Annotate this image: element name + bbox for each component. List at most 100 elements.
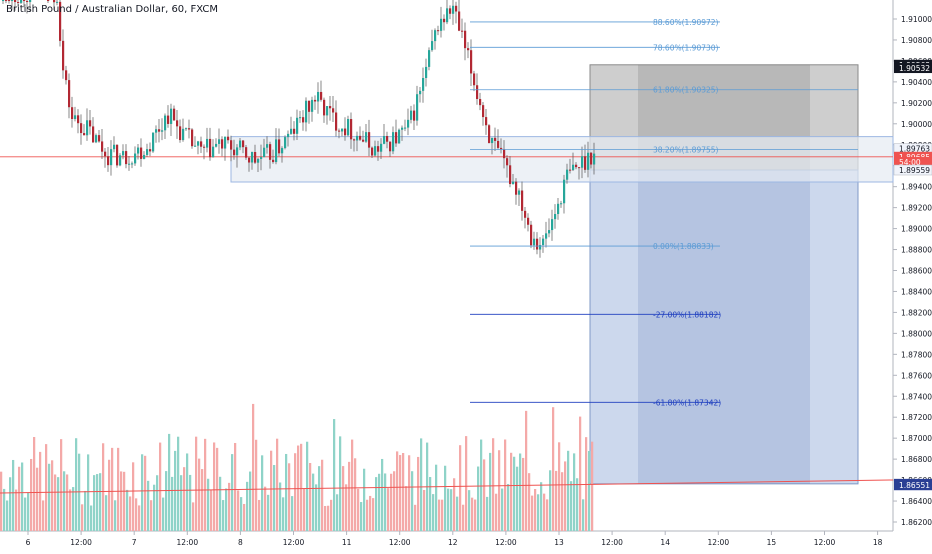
candle-body — [113, 144, 116, 150]
volume-bar — [468, 490, 471, 531]
candle-body — [11, 0, 14, 1]
volume-bar — [390, 473, 393, 531]
x-tick-label: 8 — [238, 538, 243, 547]
candle-body — [194, 145, 197, 147]
candle-body — [569, 169, 572, 171]
x-tick-label: 12 — [448, 538, 458, 547]
candle-body — [479, 99, 482, 106]
candle-body — [254, 152, 257, 163]
candle-body — [119, 155, 122, 166]
candle-body — [527, 217, 530, 225]
volume-bar — [42, 500, 45, 531]
volume-bar — [6, 500, 9, 531]
candle-body — [578, 167, 581, 169]
candle-body — [290, 128, 293, 134]
candle-body — [311, 99, 314, 112]
candle-body — [572, 164, 575, 171]
volume-bar — [498, 450, 501, 531]
candle-body — [356, 135, 359, 141]
candle-body — [17, 2, 20, 4]
candle-body — [23, 0, 26, 1]
volume-bar — [120, 471, 123, 531]
volume-bar — [12, 459, 15, 531]
candle-body — [326, 106, 329, 116]
candle-body — [68, 80, 71, 108]
volume-bar — [24, 497, 27, 531]
volume-bar — [240, 497, 243, 531]
volume-bar — [3, 488, 6, 531]
candle-body — [161, 130, 164, 132]
volume-bar — [99, 473, 102, 531]
fib-level-label: 38.20%(1.89755) — [653, 145, 719, 154]
candle-body — [287, 133, 290, 138]
y-tick-label: 1.91000 — [901, 15, 932, 24]
candle-body — [383, 136, 386, 144]
volume-bar — [561, 472, 564, 531]
candle-body — [56, 1, 59, 3]
x-tick-label: 14 — [660, 538, 670, 547]
candle-body — [80, 123, 83, 134]
candle-body — [296, 117, 299, 134]
volume-bar — [402, 453, 405, 531]
candle-body — [173, 108, 176, 121]
candle-body — [209, 138, 212, 158]
volume-bar — [255, 439, 258, 531]
candle-body — [245, 147, 248, 158]
volume-bar — [519, 453, 522, 531]
candle-body — [461, 30, 464, 32]
candle-body — [374, 146, 377, 156]
volume-bar — [570, 481, 573, 531]
volume-bar — [336, 494, 339, 531]
volume-bar — [507, 483, 510, 531]
volume-bar — [252, 403, 255, 531]
volume-bar — [141, 454, 144, 531]
candle-body — [449, 8, 452, 14]
volume-bar — [396, 451, 399, 531]
volume-bar — [387, 488, 390, 531]
candle-body — [293, 128, 296, 134]
volume-bar — [138, 505, 141, 531]
y-tick-label: 1.87600 — [901, 371, 932, 380]
volume-bar — [342, 466, 345, 531]
candle-body — [200, 141, 203, 147]
candle-body — [107, 156, 110, 166]
candle-body — [389, 141, 392, 152]
volume-bar — [261, 455, 264, 531]
candle-body — [263, 147, 266, 158]
volume-bar — [207, 478, 210, 531]
candle-body — [284, 137, 287, 149]
volume-bar — [114, 500, 117, 531]
candle-body — [395, 132, 398, 144]
candle-body — [524, 210, 527, 218]
volume-bar — [501, 488, 504, 531]
volume-bar — [423, 489, 426, 531]
support-zone — [230, 136, 894, 183]
candle-body — [503, 149, 506, 159]
candle-body — [398, 129, 401, 144]
candle-body — [434, 30, 437, 42]
volume-bar — [450, 489, 453, 531]
candle-body — [29, 0, 32, 3]
candle-body — [203, 146, 206, 148]
candle-body — [155, 129, 158, 133]
candle-body — [302, 117, 305, 123]
volume-bar — [477, 466, 480, 531]
volume-bar — [486, 496, 489, 531]
candle-body — [170, 108, 173, 124]
candle-body — [452, 5, 455, 14]
candle-body — [305, 100, 308, 123]
volume-bar — [525, 410, 528, 531]
candle-body — [560, 203, 563, 205]
candle-body — [566, 169, 569, 180]
volume-bar — [528, 473, 531, 531]
volume-bar — [57, 477, 60, 531]
candle-body — [191, 129, 194, 147]
volume-bar — [573, 453, 576, 531]
volume-bar — [471, 497, 474, 531]
candle-body — [476, 85, 479, 100]
candle-body — [65, 70, 68, 81]
candle-body — [308, 100, 311, 112]
candle-body — [20, 0, 23, 3]
